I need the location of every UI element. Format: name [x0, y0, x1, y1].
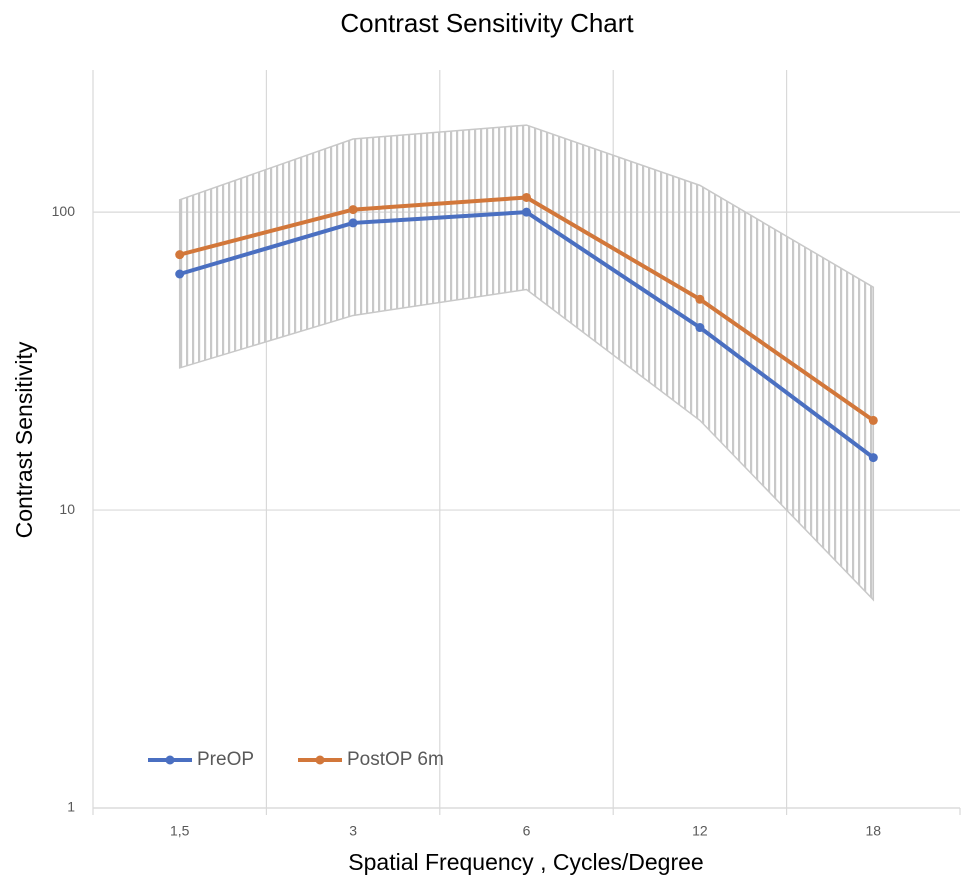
y-tick-label: 1	[67, 799, 75, 815]
x-tick-label: 18	[866, 823, 882, 839]
x-tick-label: 1,5	[170, 823, 190, 839]
data-point	[695, 294, 705, 304]
chart-title: Contrast Sensitivity Chart	[340, 8, 634, 38]
data-point	[348, 205, 358, 215]
data-point	[868, 453, 878, 463]
data-point	[175, 269, 185, 279]
x-tick-label: 12	[692, 823, 708, 839]
data-point	[695, 323, 705, 333]
data-point	[522, 192, 531, 202]
legend-marker	[315, 755, 325, 765]
data-point	[175, 250, 185, 260]
data-point	[348, 218, 358, 228]
legend-label: PostOP 6m	[347, 749, 444, 770]
data-point	[522, 207, 531, 217]
y-tick-label: 10	[59, 501, 75, 517]
data-point	[868, 415, 878, 425]
x-tick-label: 6	[523, 823, 531, 839]
y-tick-label: 100	[52, 203, 76, 219]
y-axis-label: Contrast Sensitivity	[11, 341, 37, 538]
legend-marker	[165, 755, 175, 765]
x-axis-label: Spatial Frequency , Cycles/Degree	[348, 849, 703, 875]
legend-label: PreOP	[197, 749, 254, 770]
normal-range-band	[178, 124, 875, 602]
x-tick-label: 3	[349, 823, 357, 839]
